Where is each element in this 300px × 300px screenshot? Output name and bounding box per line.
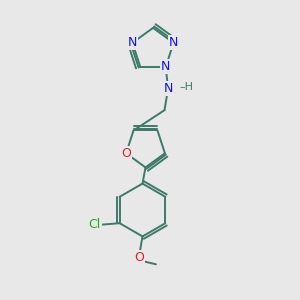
Text: N: N bbox=[161, 61, 170, 74]
Text: O: O bbox=[135, 251, 144, 264]
Text: N: N bbox=[164, 82, 173, 95]
Text: N: N bbox=[169, 36, 178, 49]
Text: –H: –H bbox=[179, 82, 194, 92]
Text: Cl: Cl bbox=[88, 218, 100, 231]
Text: O: O bbox=[121, 147, 131, 160]
Text: N: N bbox=[128, 36, 137, 49]
